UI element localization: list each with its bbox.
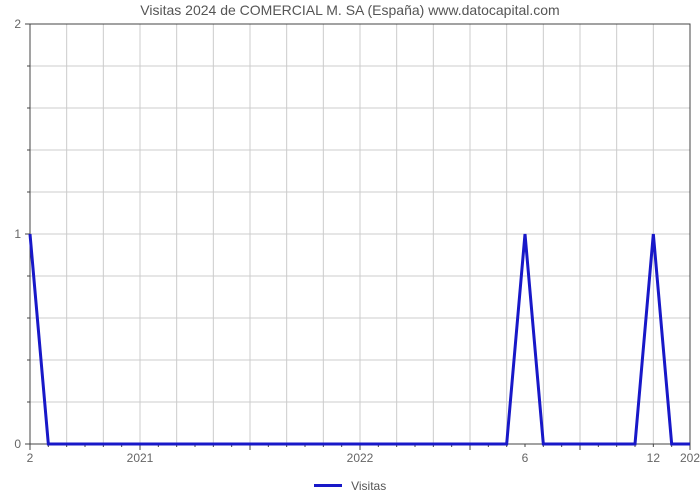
line-chart: 012202120222612202 bbox=[0, 0, 700, 470]
svg-text:1: 1 bbox=[14, 227, 21, 241]
svg-text:202: 202 bbox=[680, 451, 700, 465]
svg-text:2022: 2022 bbox=[347, 451, 374, 465]
svg-text:2: 2 bbox=[27, 451, 34, 465]
legend-label: Visitas bbox=[351, 479, 386, 493]
svg-text:12: 12 bbox=[647, 451, 661, 465]
legend-swatch bbox=[314, 484, 342, 487]
chart-container: Visitas 2024 de COMERCIAL M. SA (España)… bbox=[0, 0, 700, 500]
svg-text:2021: 2021 bbox=[127, 451, 154, 465]
svg-text:0: 0 bbox=[14, 437, 21, 451]
svg-text:2: 2 bbox=[14, 17, 21, 31]
chart-legend: Visitas bbox=[0, 478, 700, 493]
svg-text:6: 6 bbox=[522, 451, 529, 465]
